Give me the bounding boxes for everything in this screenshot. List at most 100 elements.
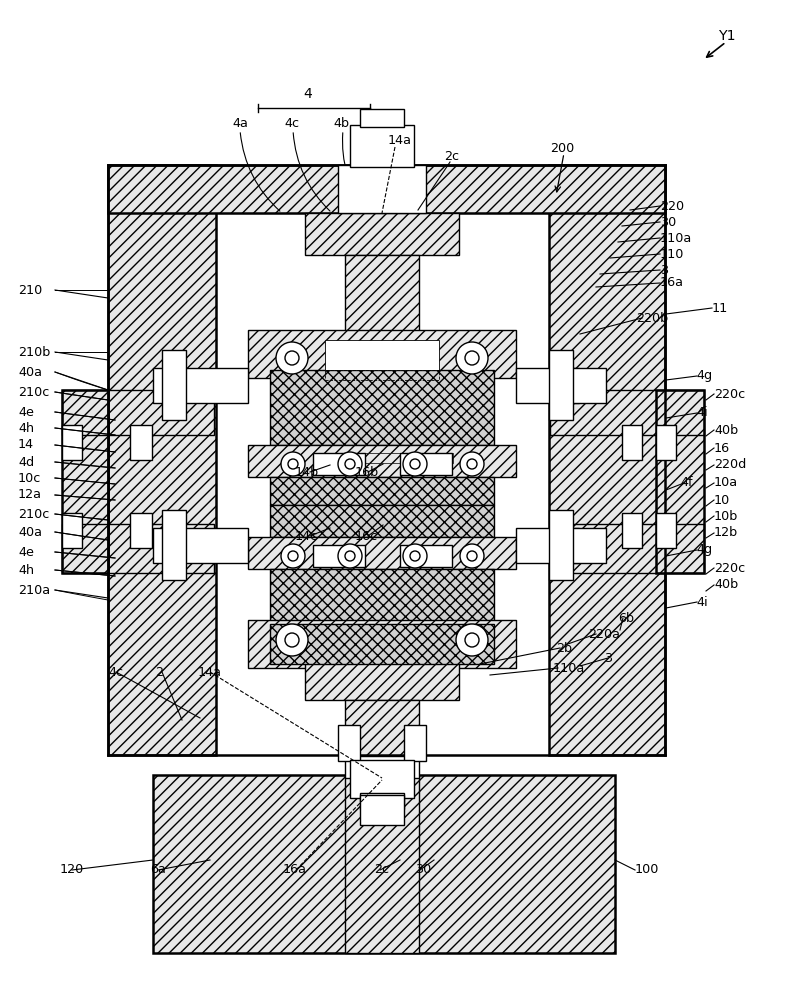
Bar	[516, 368, 605, 403]
Text: 220: 220	[659, 200, 683, 213]
Text: 220b: 220b	[635, 312, 667, 324]
Bar	[108, 165, 664, 213]
Bar	[655, 425, 675, 460]
Bar	[344, 756, 418, 778]
Circle shape	[467, 459, 476, 469]
Text: 3: 3	[659, 263, 667, 276]
Bar	[349, 760, 414, 798]
Text: 4f: 4f	[679, 477, 691, 489]
Bar	[548, 350, 573, 420]
Text: 16a: 16a	[659, 276, 683, 290]
Text: 110a: 110a	[659, 232, 691, 244]
Bar	[108, 165, 216, 755]
Text: 4i: 4i	[695, 406, 707, 420]
Circle shape	[337, 544, 361, 568]
Text: 100: 100	[634, 863, 658, 876]
Text: 210a: 210a	[18, 584, 50, 596]
Circle shape	[344, 551, 355, 561]
Text: 4c: 4c	[108, 666, 123, 678]
Text: 30: 30	[414, 863, 430, 876]
Bar	[344, 255, 418, 335]
Text: 14b: 14b	[295, 466, 319, 479]
Bar	[549, 390, 703, 435]
Text: 2b: 2b	[556, 642, 572, 654]
Text: 12a: 12a	[18, 488, 42, 502]
Text: 4b: 4b	[333, 117, 349, 130]
Text: 11: 11	[711, 302, 728, 314]
Text: 220c: 220c	[713, 562, 744, 574]
Text: 110a: 110a	[552, 662, 585, 674]
Text: 14a: 14a	[198, 666, 222, 678]
Text: 16a: 16a	[283, 863, 307, 876]
Bar	[247, 620, 516, 668]
Text: 2c: 2c	[443, 150, 459, 163]
Text: 4d: 4d	[18, 456, 34, 468]
Text: 4h: 4h	[18, 422, 34, 434]
Bar	[548, 510, 573, 580]
Bar	[324, 340, 438, 370]
Circle shape	[464, 351, 479, 365]
Bar	[270, 624, 493, 664]
Bar	[360, 795, 403, 825]
Text: 40b: 40b	[713, 424, 737, 436]
Circle shape	[287, 551, 298, 561]
Circle shape	[455, 624, 487, 656]
Bar	[247, 445, 516, 477]
Circle shape	[402, 452, 426, 476]
Text: 14a: 14a	[388, 134, 411, 147]
Text: 10b: 10b	[713, 510, 737, 522]
Text: 10c: 10c	[18, 472, 41, 485]
Bar	[62, 390, 108, 573]
Circle shape	[464, 633, 479, 647]
Bar	[62, 425, 82, 460]
Bar	[344, 700, 418, 756]
Text: Y1: Y1	[717, 29, 735, 43]
Circle shape	[284, 633, 299, 647]
Bar	[349, 125, 414, 167]
Bar	[337, 725, 360, 761]
Bar	[312, 453, 452, 463]
Text: 4a: 4a	[232, 117, 247, 130]
Bar	[247, 537, 516, 569]
Text: 16b: 16b	[355, 466, 379, 479]
Circle shape	[275, 624, 308, 656]
Circle shape	[410, 459, 419, 469]
Text: 6a: 6a	[150, 863, 165, 876]
Bar	[516, 528, 605, 563]
Bar	[312, 453, 365, 475]
Bar	[161, 350, 185, 420]
Text: 120: 120	[60, 863, 84, 876]
Bar	[304, 213, 459, 255]
Text: 220d: 220d	[713, 458, 745, 472]
Text: 4i: 4i	[695, 595, 707, 608]
Text: 210b: 210b	[18, 346, 51, 359]
Text: 16c: 16c	[355, 530, 377, 542]
Bar	[548, 165, 664, 755]
Circle shape	[275, 342, 308, 374]
Bar	[247, 330, 516, 378]
Text: 2c: 2c	[373, 863, 389, 876]
Text: 200: 200	[549, 142, 573, 155]
Text: 110: 110	[659, 247, 683, 260]
Bar	[270, 569, 493, 624]
Circle shape	[455, 342, 487, 374]
Circle shape	[344, 459, 355, 469]
Bar	[337, 165, 426, 213]
Bar	[344, 775, 418, 953]
Bar	[161, 510, 185, 580]
Circle shape	[467, 551, 476, 561]
Bar	[130, 513, 152, 548]
Bar	[62, 390, 214, 435]
Text: 210: 210	[18, 284, 43, 296]
Bar	[655, 390, 703, 573]
Text: 4c: 4c	[284, 117, 300, 130]
Text: 220c: 220c	[713, 387, 744, 400]
Text: 10a: 10a	[713, 477, 737, 489]
Bar	[153, 775, 614, 953]
Circle shape	[459, 452, 483, 476]
Bar	[270, 505, 493, 537]
Circle shape	[410, 551, 419, 561]
Text: 4e: 4e	[18, 546, 34, 558]
Bar	[153, 368, 247, 403]
Circle shape	[287, 459, 298, 469]
